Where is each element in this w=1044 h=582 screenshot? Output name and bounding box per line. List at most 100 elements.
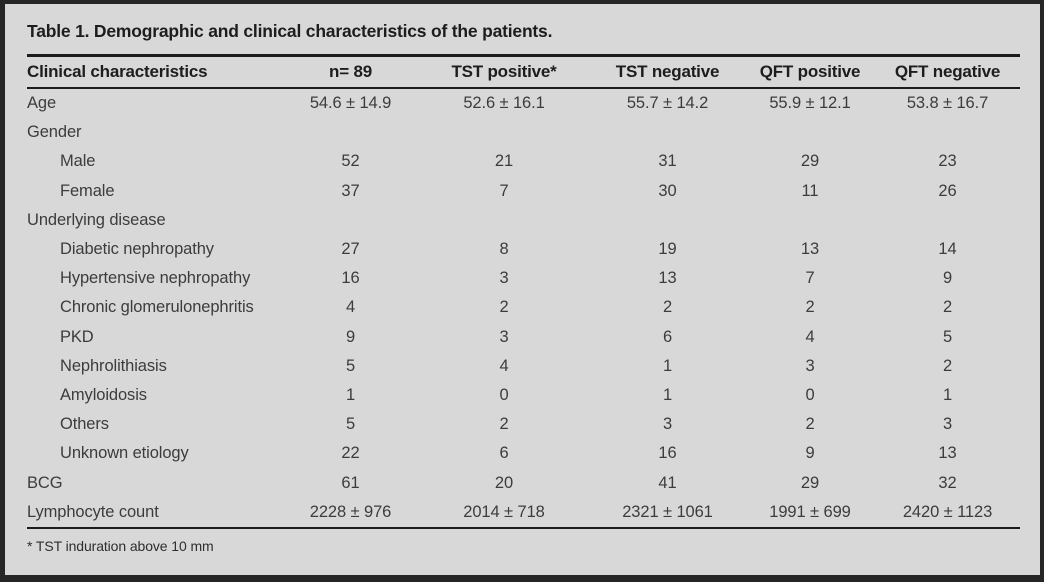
table-row: Others 5 2 3 2 3 [27,410,1020,439]
cell-value: 21 [494,152,514,171]
cell-value: 5 [942,327,953,346]
cell-value: 54.6 ± 14.9 [309,94,392,113]
table-row: BCG 61 20 41 29 32 [27,468,1020,497]
cell-value: 9 [942,269,953,288]
cell-value: 3 [662,415,673,434]
row-label: Gender [27,123,82,142]
cell-value [875,118,1020,147]
table-body: Age 54.6 ± 14.9 52.6 ± 16.1 55.7 ± 14.2 55.9… [27,88,1020,528]
table-row: Unknown etiology 22 6 16 9 13 [27,439,1020,468]
table-row: Nephrolithiasis 5 4 1 3 2 [27,352,1020,381]
cell-value: 4 [499,356,509,375]
cell-value: 2 [805,415,815,434]
row-label: Others [60,415,109,434]
table-row: Amyloidosis 1 0 1 0 1 [27,381,1020,410]
cell-value: 9 [805,444,815,463]
cell-value [745,206,875,235]
cell-value: 30 [658,181,677,200]
table-row: Diabetic nephropathy 27 8 19 13 14 [27,235,1020,264]
cell-value [590,206,745,235]
cell-value: 4 [345,298,356,317]
row-label: Female [60,181,115,200]
cell-value: 14 [938,240,957,259]
table-header: Clinical characteristics n= 89 TST posit… [27,55,1020,88]
cell-value: 2 [942,298,953,317]
cell-value: 1991 ± 699 [769,502,851,521]
cell-value [283,206,418,235]
cell-value [283,118,418,147]
cell-value: 2420 ± 1123 [902,502,993,521]
characteristics-table: Clinical characteristics n= 89 TST posit… [27,54,1020,529]
table-row: Male 52 21 31 29 23 [27,147,1020,176]
cell-value: 5 [345,415,356,434]
cell-value: 7 [499,181,509,200]
cell-value: 9 [345,327,356,346]
cell-value [875,206,1020,235]
cell-value: 31 [658,152,677,171]
cell-value: 13 [800,240,820,259]
cell-value: 13 [658,269,677,288]
row-label: Male [60,152,96,171]
column-header-tst-positive: TST positive* [451,62,557,81]
table-row: Underlying disease [27,206,1020,235]
cell-value: 55.7 ± 14.2 [626,94,709,113]
cell-value: 1 [662,356,673,375]
cell-value: 26 [938,181,957,200]
cell-value: 1 [662,385,673,404]
cell-value: 13 [938,444,957,463]
header-row: Clinical characteristics n= 89 TST posit… [27,55,1020,88]
cell-value: 16 [658,444,677,463]
column-header-n89: n= 89 [329,62,372,81]
cell-value: 19 [658,240,677,259]
cell-value: 2321 ± 1061 [622,502,713,521]
cell-value: 1 [942,385,953,404]
cell-value: 61 [341,473,360,492]
table-row: Female 37 7 30 11 26 [27,177,1020,206]
row-label: BCG [27,473,63,492]
table-row: Gender [27,118,1020,147]
cell-value: 4 [805,327,815,346]
table-row: Age 54.6 ± 14.9 52.6 ± 16.1 55.7 ± 14.2 55.9… [27,88,1020,118]
row-label: Age [27,94,57,113]
cell-value: 55.9 ± 12.1 [769,94,851,113]
row-label: Amyloidosis [60,385,147,404]
cell-value: 2 [499,298,509,317]
cell-value [745,118,875,147]
cell-value: 52.6 ± 16.1 [463,94,545,113]
cell-value: 6 [662,327,673,346]
cell-value: 22 [341,444,360,463]
cell-value: 32 [938,473,957,492]
table-title: Table 1. Demographic and clinical charac… [27,21,553,41]
cell-value: 2228 ± 976 [309,502,392,521]
row-label: Underlying disease [27,210,166,229]
cell-value: 5 [345,356,356,375]
cell-value: 11 [801,181,819,200]
cell-value: 27 [341,240,360,259]
cell-value: 52 [341,152,360,171]
cell-value: 3 [942,415,953,434]
cell-value: 7 [805,269,815,288]
cell-value: 1 [345,385,356,404]
row-label: Lymphocyte count [27,502,159,521]
row-label: Chronic glomerulonephritis [60,298,254,317]
cell-value: 2 [942,356,953,375]
row-label: Nephrolithiasis [60,356,167,375]
row-label: Hypertensive nephropathy [60,269,251,288]
cell-value: 29 [800,152,820,171]
cell-value [418,206,590,235]
cell-value: 20 [494,473,514,492]
table-container: Table 1. Demographic and clinical charac… [5,4,1040,554]
table-row: Lymphocyte count 2228 ± 976 2014 ± 718 2321… [27,498,1020,528]
cell-value: 3 [499,269,509,288]
cell-value: 6 [499,444,509,463]
cell-value [418,118,590,147]
table-footnote: * TST induration above 10 mm [27,537,214,554]
cell-value: 41 [658,473,677,492]
cell-value: 16 [341,269,360,288]
cell-value: 2 [805,298,815,317]
cell-value [590,118,745,147]
cell-value: 29 [800,473,820,492]
table-row: PKD 9 3 6 4 5 [27,323,1020,352]
table-row: Chronic glomerulonephritis 4 2 2 2 2 [27,293,1020,322]
